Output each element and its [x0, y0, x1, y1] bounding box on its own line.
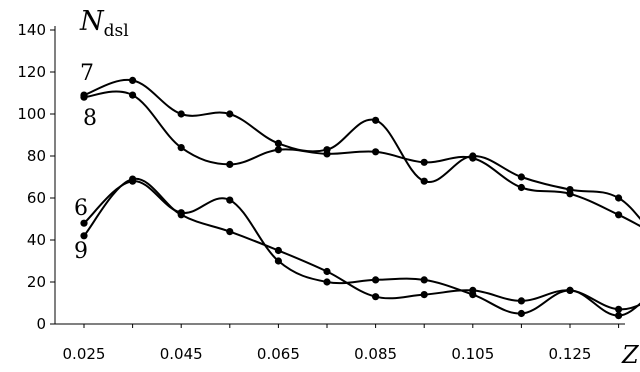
data-point-series-7: [615, 194, 623, 202]
data-point-series-6: [615, 312, 623, 320]
x-tick-label: 0.125: [549, 345, 592, 363]
data-point-series-8: [80, 93, 88, 101]
data-point-series-6: [323, 278, 331, 286]
data-point-series-9: [226, 228, 234, 236]
x-tick-label: 0.025: [63, 345, 106, 363]
data-point-series-9: [274, 246, 282, 255]
y-tick-label: 20: [27, 273, 46, 291]
series-label-7: 7: [80, 61, 94, 86]
data-point-series-7: [420, 177, 428, 185]
y-tick-label: 100: [17, 105, 46, 123]
data-point-series-6: [517, 309, 526, 318]
data-point-series-9: [566, 286, 574, 294]
data-point-series-9: [615, 305, 623, 313]
series-label-6: 6: [74, 196, 88, 221]
data-point-series-9: [129, 175, 137, 183]
x-tick-label: 0.085: [354, 345, 397, 363]
x-tick-label: 0.045: [160, 345, 203, 363]
data-point-series-7: [274, 139, 282, 147]
data-point-series-9: [517, 297, 526, 305]
series-group: [80, 76, 640, 320]
data-point-series-9: [469, 286, 477, 294]
y-axis-title: Ndsl: [79, 6, 129, 41]
y-tick-label: 0: [36, 315, 46, 333]
data-point-series-7: [129, 76, 137, 84]
y-tick-label: 80: [27, 147, 46, 165]
series-line-7: [83, 78, 640, 221]
y-axis-title-sub: dsl: [104, 21, 129, 41]
data-point-series-8: [469, 154, 477, 162]
x-axis-title: Z: [621, 341, 640, 369]
data-point-series-8: [129, 91, 137, 99]
series-line-9: [83, 178, 640, 311]
data-point-series-8: [566, 190, 574, 198]
x-tick-label: 0.065: [257, 345, 300, 363]
y-tick-label: 60: [27, 189, 46, 207]
data-point-series-8: [226, 160, 234, 168]
y-axis: 0 20 40 60 80 100 120 140: [17, 21, 56, 333]
data-point-series-7: [177, 110, 185, 118]
data-point-series-8: [372, 148, 380, 156]
data-point-series-7: [372, 116, 380, 124]
data-point-series-6: [420, 276, 428, 284]
data-point-series-6: [274, 257, 282, 265]
series-line-8: [83, 90, 640, 228]
data-point-series-6: [226, 196, 234, 204]
series-label-8: 8: [83, 106, 97, 131]
data-point-series-8: [615, 211, 623, 219]
data-point-series-7: [517, 173, 526, 181]
data-point-series-9: [323, 267, 331, 276]
y-tick-label: 120: [17, 63, 46, 81]
data-point-series-8: [517, 183, 526, 192]
data-point-series-9: [177, 211, 185, 219]
y-axis-title-main: N: [79, 6, 105, 37]
data-point-series-8: [323, 150, 331, 158]
y-tick-label: 140: [17, 21, 46, 39]
data-point-series-9: [372, 293, 380, 301]
data-point-series-7: [226, 110, 234, 118]
data-point-series-8: [177, 144, 185, 152]
y-tick-label: 40: [27, 231, 46, 249]
series-line-6: [83, 180, 640, 317]
series-label-9: 9: [74, 239, 88, 264]
data-point-series-6: [80, 219, 88, 227]
data-point-series-9: [80, 232, 88, 240]
data-point-series-8: [274, 146, 282, 154]
x-tick-label: 0.105: [451, 345, 494, 363]
data-point-series-8: [420, 158, 428, 166]
data-point-series-6: [372, 276, 380, 284]
data-point-series-9: [420, 291, 428, 299]
